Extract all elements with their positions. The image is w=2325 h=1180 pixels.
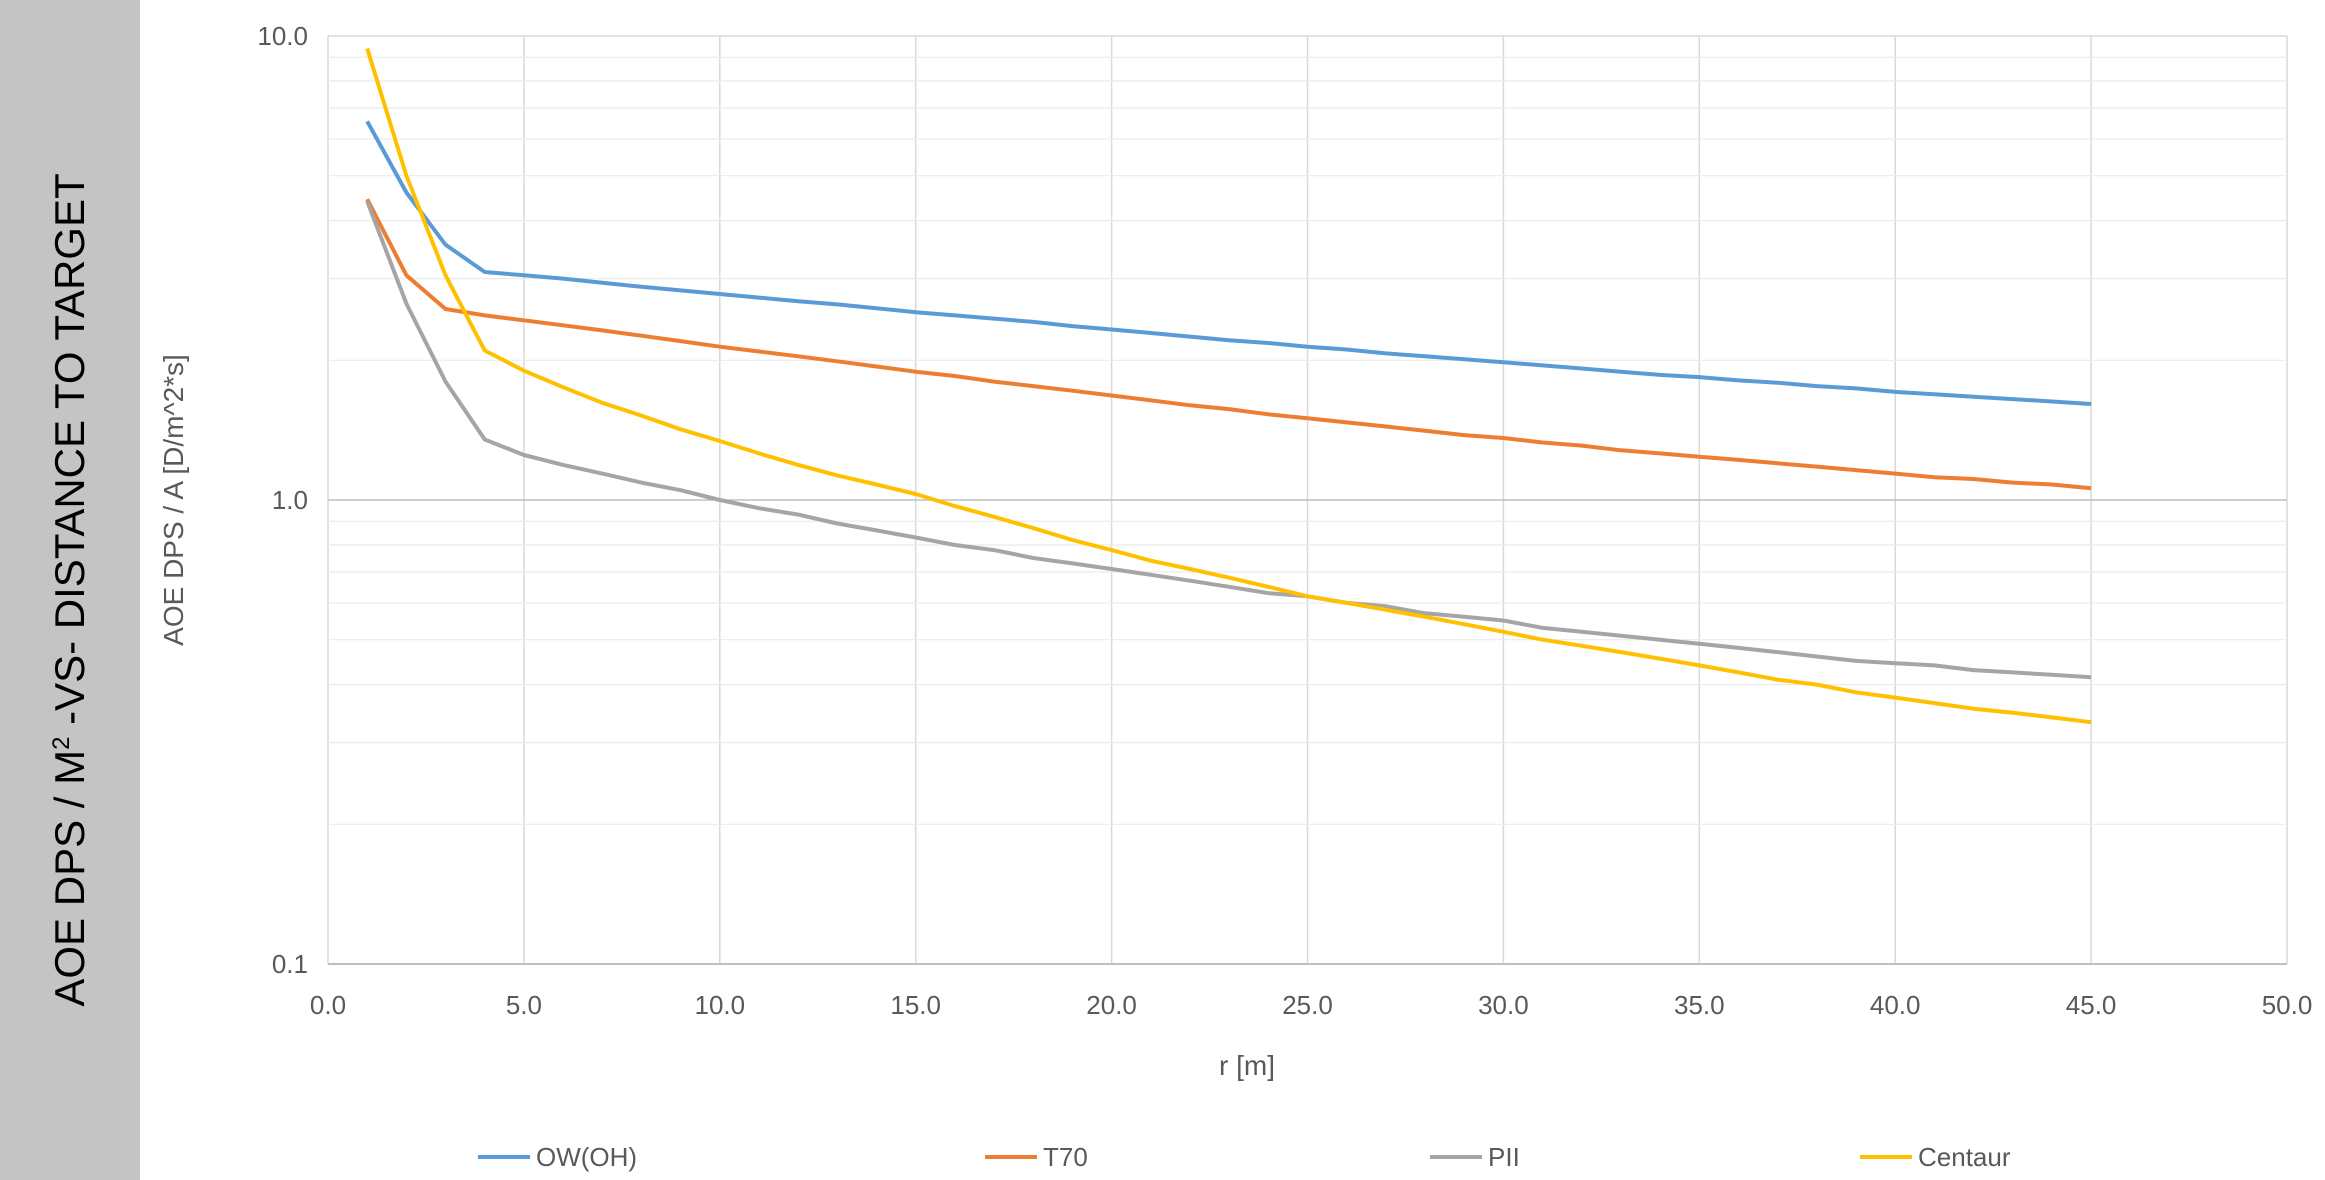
x-tick-label: 5.0 [506, 990, 542, 1020]
x-tick-label: 10.0 [694, 990, 745, 1020]
legend-item-ow-oh: OW(OH) [478, 1142, 637, 1172]
x-tick-label: 40.0 [1870, 990, 1921, 1020]
x-axis-title: r [m] [1219, 1050, 1275, 1081]
y-tick-label: 1.0 [272, 485, 308, 515]
legend-item-centaur: Centaur [1860, 1142, 2011, 1172]
y-axis-title: AOE DPS / A [D/m^2*s] [158, 354, 189, 646]
y-tick-labels: 0.1 1.0 10.0 [257, 21, 308, 979]
y-tick-label: 0.1 [272, 949, 308, 979]
series-line-centaur [365, 47, 2092, 725]
grid [327, 35, 2288, 965]
series-line-ow-oh [365, 120, 2092, 406]
series-lines [365, 47, 2092, 725]
x-tick-labels: 0.0 5.0 10.0 15.0 20.0 25.0 30.0 35.0 40.0 45.0 50… [310, 990, 2312, 1020]
side-title-panel: AOE DPS / M2 -VS- DISTANCE TO TARGET [0, 0, 140, 1180]
x-tick-label: 0.0 [310, 990, 346, 1020]
series-line-t70 [365, 198, 2092, 491]
legend: OW(OH) T70 PII Centaur [478, 1142, 2011, 1172]
legend-label: PII [1488, 1142, 1520, 1172]
x-tick-label: 15.0 [890, 990, 941, 1020]
series-line-pii [365, 200, 2092, 680]
x-tick-label: 30.0 [1478, 990, 1529, 1020]
x-tick-label: 35.0 [1674, 990, 1725, 1020]
x-tick-label: 25.0 [1282, 990, 1333, 1020]
legend-label: T70 [1043, 1142, 1088, 1172]
legend-item-t70: T70 [985, 1142, 1088, 1172]
legend-item-pii: PII [1430, 1142, 1520, 1172]
x-tick-label: 20.0 [1086, 990, 1137, 1020]
legend-label: OW(OH) [536, 1142, 637, 1172]
x-tick-label: 45.0 [2066, 990, 2117, 1020]
legend-label: Centaur [1918, 1142, 2011, 1172]
x-tick-label: 50.0 [2262, 990, 2313, 1020]
y-tick-label: 10.0 [257, 21, 308, 51]
